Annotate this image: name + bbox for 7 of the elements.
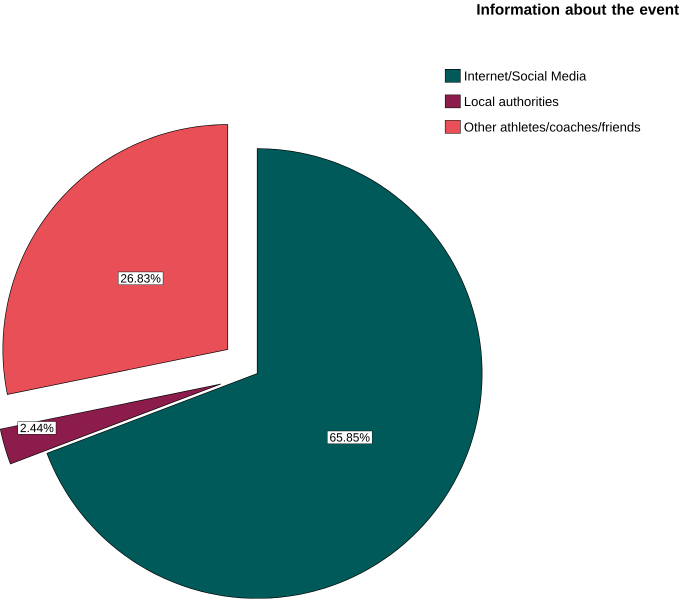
legend-title: Information about the event — [477, 4, 679, 15]
data-label: 26.83% — [120, 274, 160, 283]
legend-label: Internet/Social Media — [465, 71, 586, 81]
legend-label: Other athletes/coaches/friends — [464, 122, 640, 132]
legend-label: Local authorities — [464, 96, 558, 106]
data-label: 65.85% — [330, 433, 370, 442]
data-label: 2.44% — [20, 424, 54, 432]
